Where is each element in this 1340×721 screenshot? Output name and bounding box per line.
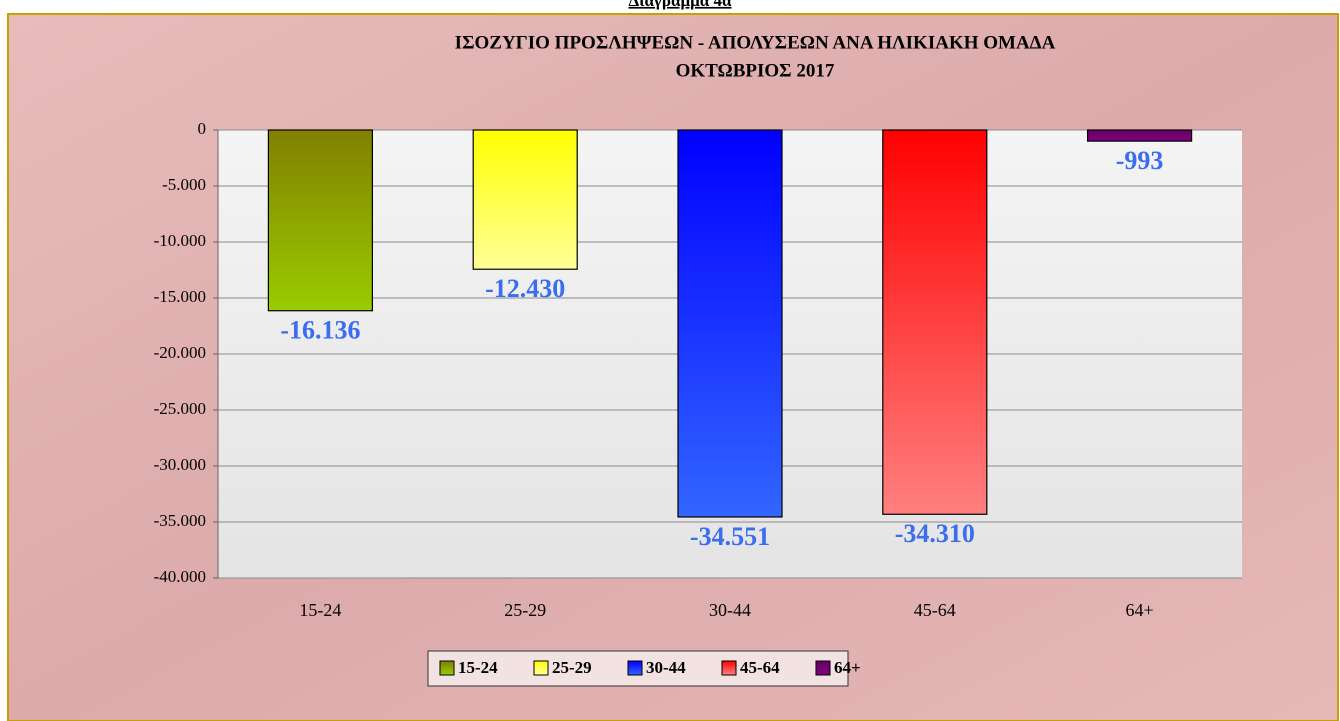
bar [267,129,373,312]
legend-label: 30-44 [646,658,686,677]
data-label: -34.310 [895,519,975,548]
x-tick-label: 15-24 [299,600,341,620]
x-tick-label: 30-44 [709,600,751,620]
y-tick-label: -35.000 [154,511,206,530]
legend-swatch [627,660,643,676]
legend-label: 64+ [834,658,861,677]
x-tick-label: 25-29 [504,600,546,620]
y-tick-label: -15.000 [154,287,206,306]
y-tick-label: -30.000 [154,455,206,474]
bar [882,129,988,515]
page-heading: Διάγραμμα 4α [629,0,732,10]
legend-swatch [721,660,737,676]
legend-swatch [439,660,455,676]
y-tick-label: -40.000 [154,567,206,586]
y-tick-label: -20.000 [154,343,206,362]
x-tick-label: 45-64 [914,600,956,620]
legend-swatch [533,660,549,676]
chart-title: ΟΚΤΩΒΡΙΟΣ 2017 [676,60,835,81]
legend-label: 15-24 [458,658,498,677]
legend-swatch [815,660,831,676]
data-label: -16.136 [280,316,360,345]
data-label: -993 [1116,146,1164,175]
y-tick-label: -10.000 [154,231,206,250]
y-tick-label: -5.000 [162,175,206,194]
legend-label: 25-29 [552,658,592,677]
x-tick-label: 64+ [1126,600,1154,620]
bar [677,129,783,518]
y-tick-label: -25.000 [154,399,206,418]
bar [472,129,578,270]
data-label: -12.430 [485,274,565,303]
data-label: -34.551 [690,522,770,551]
y-tick-label: 0 [198,119,207,138]
bar [1086,129,1193,142]
legend-label: 45-64 [740,658,780,677]
chart-title: ΙΣΟΖΥΓΙΟ ΠΡΟΣΛΗΨΕΩΝ - ΑΠΟΛΥΣΕΩΝ ΑΝΑ ΗΛΙΚ… [455,32,1056,53]
